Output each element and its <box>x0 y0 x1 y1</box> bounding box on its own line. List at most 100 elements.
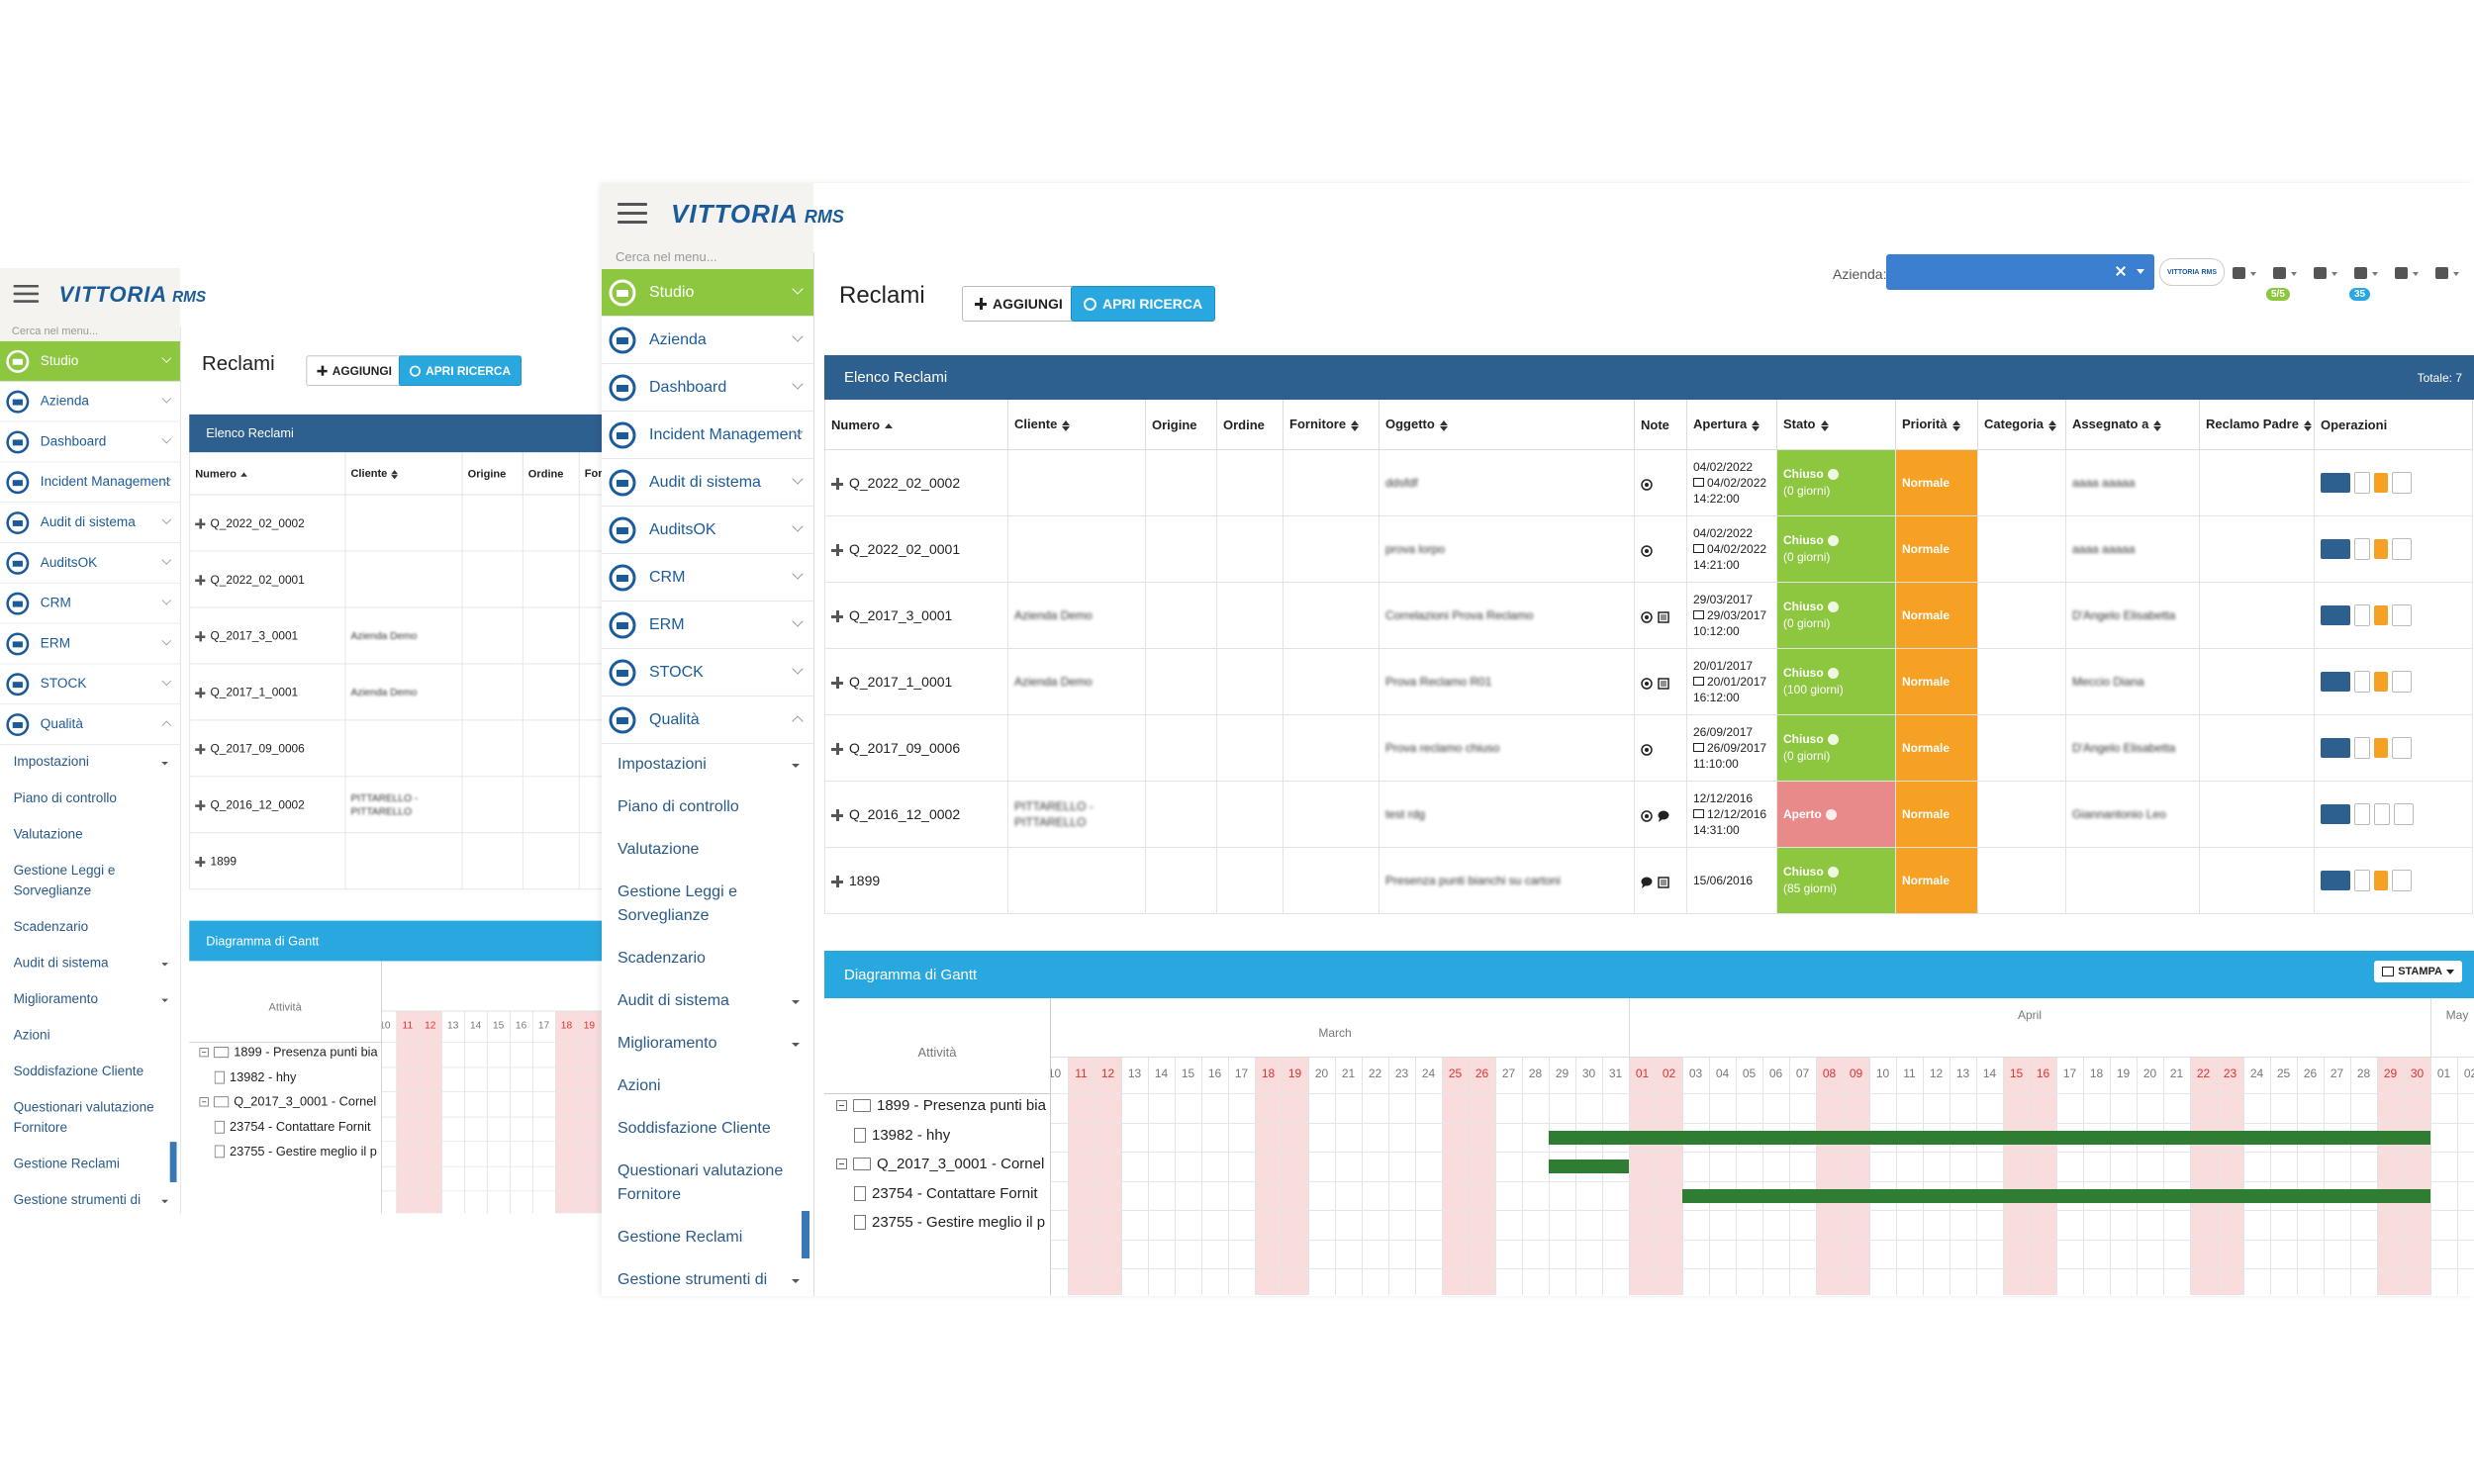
more-button[interactable] <box>2392 870 2412 891</box>
column-header[interactable]: Categoria <box>1977 400 2066 450</box>
menu-item[interactable]: AuditsOK <box>602 507 813 554</box>
edit-button[interactable] <box>2321 738 2350 758</box>
submenu-item[interactable]: Gestione Reclami <box>602 1211 813 1259</box>
complaint-row[interactable]: Q_2017_1_0001 Azienda Demo Prova Reclamo R… <box>824 648 2473 715</box>
menu-item[interactable]: Incident Management <box>0 462 180 504</box>
menu-item[interactable]: Dashboard <box>0 422 180 463</box>
task-row[interactable]: 13982 - hhy <box>854 1127 1074 1144</box>
menu-item[interactable]: Qualità <box>602 696 813 744</box>
column-header[interactable]: Oggetto <box>1379 400 1635 450</box>
menu-item[interactable]: Audit di sistema <box>602 459 813 507</box>
action-button[interactable] <box>2374 672 2388 692</box>
submenu-item[interactable]: Miglioramento <box>602 1023 813 1066</box>
submenu-item[interactable]: Questionari valutazione Fornitore <box>0 1090 180 1147</box>
submenu-item[interactable]: Audit di sistema <box>0 946 180 982</box>
submenu-item[interactable]: Soddisfazione Cliente <box>0 1055 180 1091</box>
action-button[interactable] <box>2374 738 2388 758</box>
menu-item[interactable]: Azienda <box>602 317 813 364</box>
collapse-toggle[interactable] <box>199 1047 209 1058</box>
submenu-item[interactable]: Gestione Leggi e Sorveglianze <box>602 872 813 938</box>
search-button[interactable]: APRI RICERCA <box>1071 286 1216 322</box>
task-row[interactable]: 23754 - Contattare Fornit <box>854 1185 1074 1202</box>
submenu-item[interactable]: Gestione Leggi e Sorveglianze <box>0 854 180 910</box>
submenu-item[interactable]: Audit di sistema <box>602 980 813 1023</box>
submenu-item[interactable]: Valutazione <box>0 817 180 854</box>
submenu-item[interactable]: Impostazioni <box>0 745 180 782</box>
menu-item[interactable]: STOCK <box>0 664 180 705</box>
submenu-item[interactable]: Questionari valutazione Fornitore <box>602 1151 813 1217</box>
print-button[interactable]: STAMPA <box>2374 961 2462 982</box>
edit-button[interactable] <box>2321 672 2350 692</box>
attach-button[interactable] <box>2354 604 2370 626</box>
menu-toggle[interactable] <box>13 285 40 304</box>
edit-button[interactable] <box>2321 871 2350 890</box>
menu-item[interactable]: Studio <box>602 269 813 317</box>
submenu-item[interactable]: Piano di controllo <box>0 782 180 818</box>
action-button[interactable] <box>2374 473 2388 493</box>
submenu-item[interactable]: Gestione strumenti di misura <box>602 1259 813 1296</box>
action-button[interactable] <box>2374 605 2388 625</box>
task-row[interactable]: 1899 - Presenza punti bia <box>836 1097 1056 1114</box>
submenu-item[interactable]: Gestione Reclami <box>0 1142 180 1183</box>
task-row[interactable]: Q_2017_3_0001 - Cornel <box>836 1156 1056 1172</box>
column-header[interactable]: Stato <box>1776 400 1896 450</box>
more-button[interactable] <box>2392 737 2412 759</box>
column-header[interactable]: Reclamo Padre <box>2199 400 2315 450</box>
edit-button[interactable] <box>2321 539 2350 559</box>
search-button[interactable]: APRI RICERCA <box>398 355 523 386</box>
company-select[interactable] <box>1886 254 2154 290</box>
column-header[interactable]: Numero <box>824 400 1008 450</box>
add-button[interactable]: AGGIUNGI <box>306 355 403 386</box>
edit-button[interactable] <box>2321 473 2350 493</box>
menu-item[interactable]: AuditsOK <box>0 543 180 584</box>
task-row[interactable]: Q_2017_3_0001 - Cornel <box>199 1095 386 1109</box>
complaint-row[interactable]: Q_2017_09_0006 Prova reclamo chiuso 26/09/… <box>824 714 2473 782</box>
menu-item[interactable]: Azienda <box>0 382 180 422</box>
column-header[interactable]: Cliente <box>1007 400 1146 450</box>
complaint-row[interactable]: Q_2016_12_0002 PITTARELLO - PITTARELLO tes… <box>824 781 2473 848</box>
column-header[interactable]: Apertura <box>1686 400 1777 450</box>
attach-button[interactable] <box>2354 538 2370 560</box>
more-button[interactable] <box>2394 803 2414 825</box>
column-header[interactable]: Fornitore <box>1283 400 1380 450</box>
task-row[interactable]: 23755 - Gestire meglio il p <box>854 1214 1074 1231</box>
task-row[interactable]: 1899 - Presenza punti bia <box>199 1045 386 1060</box>
edit-button[interactable] <box>2321 804 2350 824</box>
complaint-row[interactable]: 1899 Presenza punti bianchi su cartoni 15/… <box>824 847 2473 914</box>
task-row[interactable]: 23755 - Gestire meglio il p <box>214 1145 402 1159</box>
submenu-item[interactable]: Scadenzario <box>0 910 180 947</box>
task-row[interactable]: 23754 - Contattare Fornit <box>214 1120 402 1134</box>
column-header[interactable]: Assegnato a <box>2065 400 2200 450</box>
complaint-row[interactable]: Q_2017_3_0001 Azienda Demo Correlazioni Pr… <box>824 582 2473 649</box>
action-button[interactable] <box>2374 871 2388 890</box>
more-button[interactable] <box>2392 472 2412 494</box>
menu-item[interactable]: CRM <box>602 554 813 602</box>
submenu-item[interactable]: Miglioramento <box>0 982 180 1019</box>
attach-button[interactable] <box>2354 870 2370 891</box>
attach-button[interactable] <box>2354 472 2370 494</box>
column-header[interactable]: Priorità <box>1895 400 1978 450</box>
attach-button[interactable] <box>2354 803 2370 825</box>
more-button[interactable] <box>2392 604 2412 626</box>
menu-toggle[interactable] <box>618 203 647 225</box>
submenu-item[interactable]: Valutazione <box>602 829 813 872</box>
menu-item[interactable]: CRM <box>0 584 180 624</box>
submenu-item[interactable]: Piano di controllo <box>602 787 813 829</box>
menu-item[interactable]: Incident Management <box>602 412 813 459</box>
collapse-toggle[interactable] <box>836 1159 847 1169</box>
more-button[interactable] <box>2392 538 2412 560</box>
column-header[interactable]: Numero <box>189 452 346 496</box>
menu-item[interactable]: Studio <box>0 340 180 382</box>
action-button[interactable] <box>2374 539 2388 559</box>
menu-item[interactable]: Dashboard <box>602 364 813 412</box>
menu-item[interactable]: ERM <box>602 602 813 649</box>
task-row[interactable]: 13982 - hhy <box>214 1069 402 1084</box>
menu-item[interactable]: Audit di sistema <box>0 503 180 543</box>
collapse-toggle[interactable] <box>199 1097 209 1107</box>
attach-button[interactable] <box>2354 671 2370 693</box>
edit-button[interactable] <box>2321 605 2350 625</box>
menu-item[interactable]: ERM <box>0 624 180 665</box>
submenu-item[interactable]: Scadenzario <box>602 938 813 980</box>
submenu-item[interactable]: Azioni <box>0 1018 180 1055</box>
menu-item[interactable]: STOCK <box>602 649 813 696</box>
